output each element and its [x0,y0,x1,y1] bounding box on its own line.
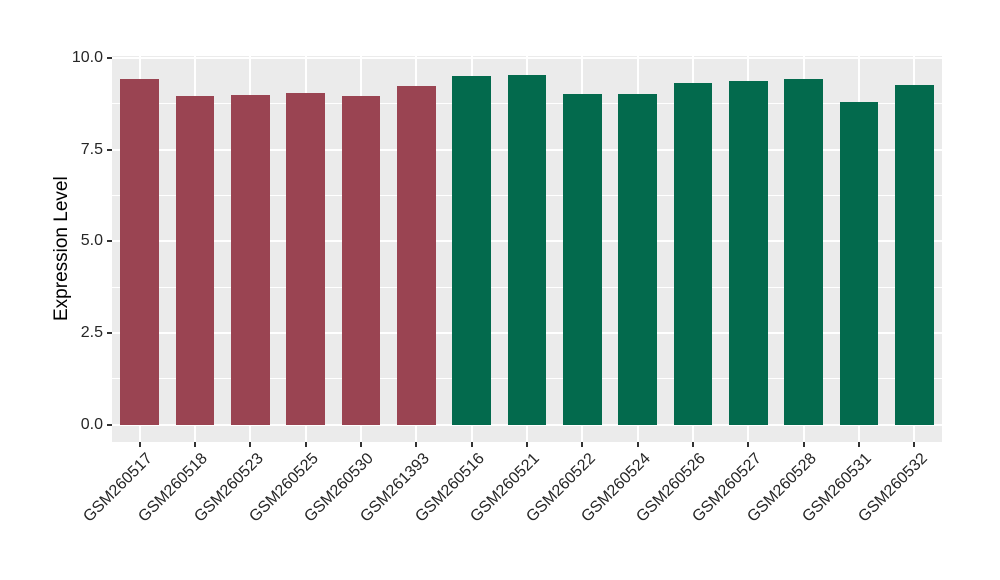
x-tick-mark [526,442,528,447]
x-tick-mark [581,442,584,447]
x-tick-mark [249,442,252,447]
x-tick-mark [360,442,362,447]
x-tick-mark [636,442,639,447]
bar-GSM260527 [729,81,768,425]
y-tick-label: 10.0 [71,49,103,66]
x-tick-mark [304,442,307,447]
x-tick-mark [138,442,141,447]
x-tick-mark [415,442,418,447]
bar-GSM260530 [341,96,381,425]
x-tick-mark [913,442,916,447]
y-tick-label: 5.0 [80,232,103,250]
y-tick-mark [107,148,112,151]
x-tick-mark [470,442,473,447]
x-tick-mark [692,442,694,447]
bar-GSM260528 [784,78,823,425]
bar-GSM260531 [839,102,879,425]
bar-GSM260522 [563,94,602,425]
bar-GSM260532 [895,84,934,425]
bar-GSM260524 [618,94,657,425]
y-tick-label: 7.5 [80,140,103,158]
y-tick-label: 2.5 [80,323,103,341]
y-tick-label: 0.0 [80,415,103,433]
bar-GSM260518 [175,96,215,425]
bar-GSM260516 [452,76,491,425]
x-tick-mark [747,442,750,447]
bar-GSM260526 [673,82,713,425]
plot-panel [112,56,942,442]
bar-GSM260525 [286,92,325,425]
y-tick-mark [107,423,112,426]
bar-GSM260521 [507,74,547,425]
y-tick-mark [107,240,112,243]
x-tick-mark [802,442,805,447]
bar-GSM260517 [120,78,159,425]
bar-GSM260523 [231,95,270,425]
bar-GSM261393 [397,85,436,425]
x-tick-mark [194,442,196,447]
y-tick-mark [107,57,112,59]
y-tick-mark [107,331,112,334]
x-tick-mark [858,442,860,447]
